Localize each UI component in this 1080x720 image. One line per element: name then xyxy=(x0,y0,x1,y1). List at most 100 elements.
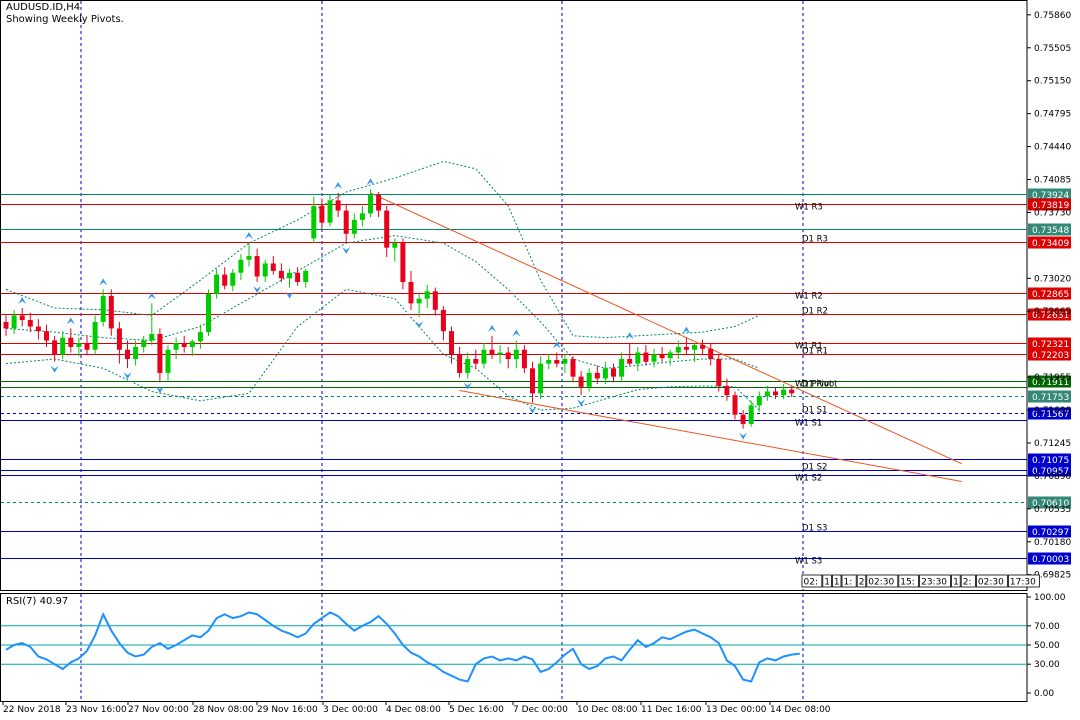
pivot-label: D1 R2 xyxy=(802,307,828,317)
price-box-label: 0.71567 xyxy=(1032,410,1069,420)
price-tick-label: 0.71600 xyxy=(1034,406,1071,416)
candle-body xyxy=(84,343,90,350)
fractal-down-arrow xyxy=(155,386,164,394)
price-tick-label: 0.74085 xyxy=(1034,176,1071,186)
fractal-arrows xyxy=(18,178,748,440)
time-label: 22 Nov 2018 xyxy=(3,705,61,715)
time-tabs: 02: 1 1 1: 2 02:30 15: 23:30 1 2: 02:30 17:30 xyxy=(801,574,1040,588)
candle-body xyxy=(27,320,33,327)
candle-body xyxy=(521,349,527,369)
time-tab-label: 23:30 xyxy=(921,578,947,588)
pivot-label: W1 R2 xyxy=(795,292,823,302)
price-box-label: 0.73924 xyxy=(1032,191,1069,201)
chart-subtitle: Showing Weekly Pivots. xyxy=(6,14,124,25)
candle-body xyxy=(594,372,600,379)
candle-body xyxy=(35,326,41,332)
fractal-down-arrow xyxy=(577,399,586,407)
pivot-label: W1 R1 xyxy=(795,342,823,352)
candle-body xyxy=(562,359,568,364)
candle-body xyxy=(392,243,398,248)
time-tab-label: 1 xyxy=(834,578,840,588)
fractal-down-arrow xyxy=(342,247,351,255)
time-tab-label: 2: xyxy=(963,578,972,588)
candle-body xyxy=(335,200,341,211)
price-box-label: 0.71075 xyxy=(1032,456,1069,466)
candle-body xyxy=(222,274,228,286)
time-tab xyxy=(960,574,976,588)
candle-body xyxy=(530,368,535,394)
price-tick-label: 0.75150 xyxy=(1034,77,1071,87)
candle-body xyxy=(538,363,544,394)
fractal-down-arrow xyxy=(415,321,424,329)
candle-body xyxy=(303,270,309,283)
candle-body xyxy=(675,346,681,353)
price-box-label: 0.73548 xyxy=(1032,226,1069,236)
time-label: 14 Dec 08:00 xyxy=(770,705,831,715)
time-tab-label: 1 xyxy=(824,578,830,588)
price-box-label: 0.72203 xyxy=(1032,351,1069,361)
candle-body xyxy=(287,272,292,279)
price-box xyxy=(1028,308,1071,321)
price-tick-label: 0.73020 xyxy=(1034,274,1071,284)
price-box xyxy=(1028,348,1071,361)
candle-body xyxy=(60,337,66,355)
candle-body xyxy=(19,315,25,321)
time-tab xyxy=(1008,574,1040,588)
candle-body xyxy=(627,359,633,364)
candle-body xyxy=(489,349,495,355)
candle-body xyxy=(586,372,592,387)
pivot-label: D1 S1 xyxy=(802,406,827,416)
time-label: 3 Dec 00:00 xyxy=(323,705,378,715)
trendline xyxy=(459,390,962,482)
candle-body xyxy=(481,349,487,364)
time-tab-label: 02:30 xyxy=(868,578,894,588)
price-box xyxy=(1028,453,1071,466)
fractal-down-arrow xyxy=(528,406,537,414)
fractal-up-arrow xyxy=(552,341,561,349)
candle-body xyxy=(133,346,139,360)
rsi-tick-label: 0.00 xyxy=(1034,689,1054,699)
trendline xyxy=(370,192,963,465)
candle-body xyxy=(611,368,616,377)
price-box-label: 0.71911 xyxy=(1032,378,1069,388)
time-tab xyxy=(832,574,842,588)
fractal-up-arrow xyxy=(512,329,521,337)
candle-body xyxy=(764,391,770,397)
time-tab xyxy=(856,574,867,588)
price-box-label: 0.71753 xyxy=(1032,393,1069,403)
candle-body xyxy=(384,210,390,248)
candle-body xyxy=(197,332,203,342)
fractal-up-arrow xyxy=(245,232,253,240)
bollinger-upper xyxy=(5,160,760,339)
pivot-label: W1 S2 xyxy=(795,474,822,484)
candle-body xyxy=(141,340,147,347)
candle-body xyxy=(52,340,58,355)
time-label: 5 Dec 16:00 xyxy=(449,705,504,715)
fractal-up-arrow xyxy=(488,324,496,332)
main-grid xyxy=(0,0,1028,702)
price-tick-label: 0.75505 xyxy=(1034,44,1071,54)
candle-body xyxy=(149,333,155,341)
pivot-label: D1 Pivot xyxy=(802,380,838,390)
fractal-down-arrow xyxy=(285,291,294,299)
pivot-label: D1 R1 xyxy=(802,347,828,357)
candle-body xyxy=(246,256,252,260)
candle-body xyxy=(635,352,641,364)
time-tab xyxy=(898,574,919,588)
price-tick-label: 0.71245 xyxy=(1034,439,1071,449)
candle-body xyxy=(602,368,608,379)
candle-body xyxy=(449,331,454,355)
candle-body xyxy=(214,274,220,295)
chart-symbol: AUDUSD.ID,H4 xyxy=(6,2,81,13)
price-box xyxy=(1028,552,1071,565)
candle-body xyxy=(781,389,787,396)
fractal-up-arrow xyxy=(334,181,343,189)
candle-body xyxy=(44,331,49,341)
price-tick-label: 0.69825 xyxy=(1034,571,1071,581)
price-box xyxy=(1028,236,1071,249)
pivot-label: D1 S2 xyxy=(802,463,827,473)
candle-body xyxy=(327,200,333,223)
pivot-label: W1 S1 xyxy=(795,419,822,429)
price-box-label: 0.70003 xyxy=(1032,555,1069,565)
